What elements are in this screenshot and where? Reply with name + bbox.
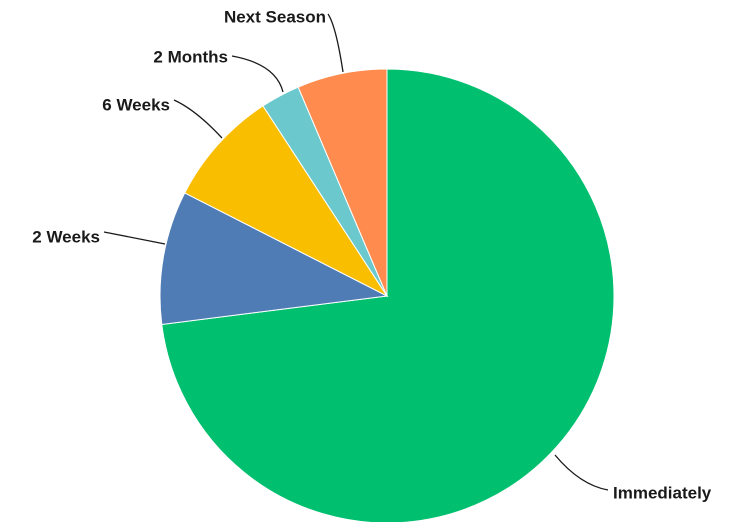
pie-slice-6-weeks — [184, 105, 389, 298]
leader-line-2-weeks — [103, 231, 166, 245]
leader-line-2-months — [231, 55, 284, 93]
slices-layer — [159, 68, 615, 522]
slice-label-6-weeks: 6 Weeks — [102, 95, 170, 114]
labels-layer: Immediately 2 Weeks 6 Weeks 2 Months Next Se… — [32, 7, 712, 502]
leader-line-immediately — [554, 454, 609, 491]
slice-label-next-season: Next Season — [224, 7, 326, 26]
pie-slice-2-weeks — [159, 192, 389, 326]
slice-label-2-months: 2 Months — [153, 47, 228, 66]
slice-label-immediately: Immediately — [613, 483, 712, 502]
pie-slice-next-season — [297, 68, 388, 297]
leader-line-6-weeks — [173, 99, 223, 139]
pie-slice-immediately — [161, 68, 615, 522]
slice-label-2-weeks: 2 Weeks — [32, 227, 100, 246]
leader-line-next-season — [327, 13, 344, 73]
